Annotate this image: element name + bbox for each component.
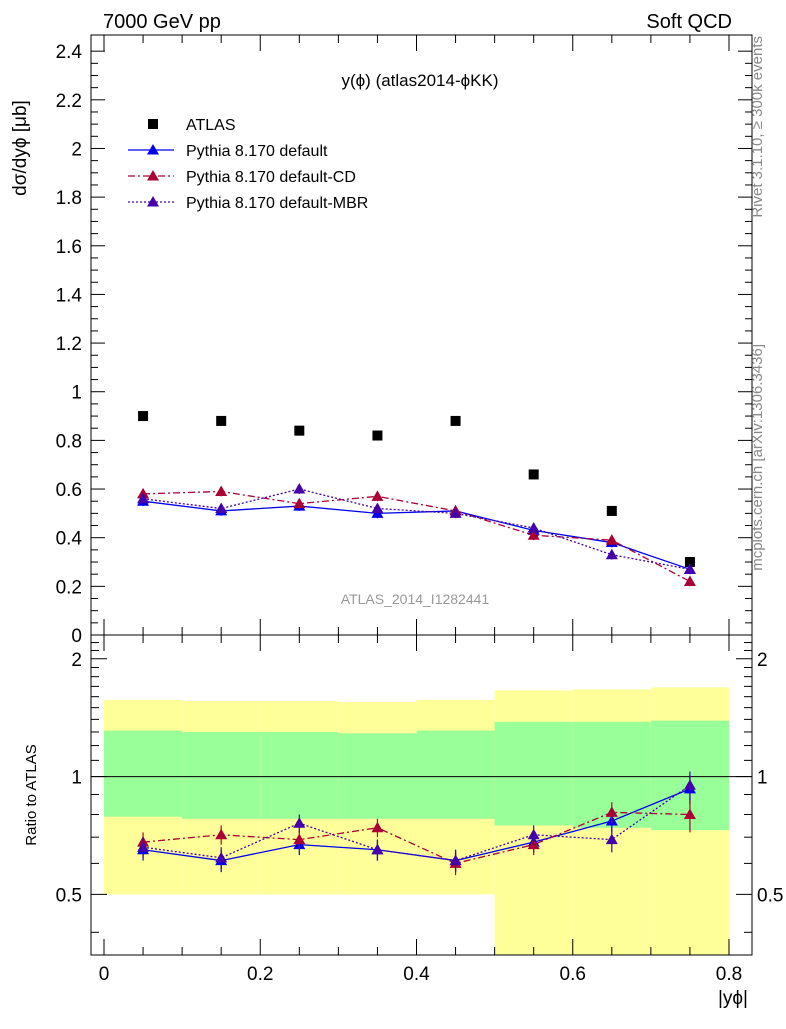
side-rivet-text: Rivet 3.1.10, ≥ 300k events	[749, 36, 766, 218]
y-tick-label: 1.8	[56, 188, 82, 209]
inner-band	[338, 733, 417, 819]
legend-marker	[147, 170, 159, 181]
inner-band	[182, 731, 261, 819]
legend-label: Pythia 8.170 default	[186, 143, 328, 160]
main-pythia-8-170-default-mbr-point	[137, 492, 150, 504]
y-tick-label: 1.2	[56, 334, 82, 355]
main-title: y(ϕ) (atlas2014-ϕKK)	[342, 71, 499, 90]
atlas-point	[528, 469, 539, 480]
ratio-pythia-8-170-default-line	[142, 788, 691, 862]
atlas-point	[294, 425, 305, 436]
ratio-axis-ticks: 0.5 0.5 1 1 2 2 0 0.2 0.4 0.6 0.8	[56, 635, 783, 985]
main-pythia-8-170-default-mbr-point	[293, 483, 306, 494]
legend-label: ATLAS	[186, 117, 236, 134]
legend-marker	[147, 196, 159, 207]
inner-band	[494, 721, 573, 826]
ratio-pythia-8-170-default-mbr-point	[215, 851, 228, 863]
atlas-point	[372, 430, 383, 441]
y-tick-label: 1.4	[56, 285, 83, 306]
ratio-pythia-8-170-default-mbr-point	[137, 841, 150, 852]
x-tick-label: 0	[99, 964, 110, 985]
ratio-pythia-8-170-default-cd-line	[143, 811, 690, 865]
side-mcplots-text: mcplots.cern.ch [arXiv:1306.3436]	[749, 344, 766, 571]
ratio-pythia-8-170-default-mbr-point	[605, 833, 618, 845]
legend-marker	[147, 144, 159, 155]
atlas-point	[606, 505, 617, 516]
main-ylabel: dσ/dyϕ [μb]	[10, 100, 31, 196]
y-tick-label: 0.8	[56, 431, 82, 452]
y-tick-label: 1.6	[56, 237, 82, 258]
ratio-pythia-8-170-default-cd-point	[215, 828, 228, 840]
x-axis-label: |yϕ|	[718, 988, 748, 1009]
ratio-plot-frame	[90, 634, 753, 956]
main-pythia-8-170-default-mbr-point	[215, 502, 228, 514]
ratio-pythia-8-170-default-mbr-line	[142, 784, 691, 862]
main-pythia-8-170-default-mbr-point	[605, 548, 618, 560]
x-tick-label: 0.2	[247, 964, 273, 985]
atlas-point	[216, 415, 227, 426]
ratio-bands	[91, 687, 752, 955]
main-pythia-8-170-default-cd-point	[527, 529, 540, 540]
ratio-y-tick-label-right: 0.5	[757, 885, 783, 906]
main-pythia-8-170-default-mbr-line	[142, 488, 691, 570]
ratio-pythia-8-170-default-mbr-point	[527, 828, 540, 840]
ratio-pythia-8-170-default-mbr-point	[683, 779, 696, 790]
ratio-pythia-8-170-default-mbr-point	[371, 843, 384, 855]
atlas-point	[138, 411, 149, 422]
ratio-pythia-8-170-default-cd-point	[293, 833, 306, 845]
x-tick-label: 0.8	[716, 964, 742, 985]
y-tick-label: 1	[71, 383, 82, 404]
legend-label: Pythia 8.170 default-CD	[186, 169, 356, 186]
main-watermark: ATLAS_2014_I1282441	[341, 591, 490, 607]
ratio-plot: 0.5 0.5 1 1 2 2 0 0.2 0.4 0.6 0.8 Ratio to ATLAS |…	[23, 634, 783, 1009]
atlas-point	[450, 415, 461, 426]
ratio-pythia-8-170-default-cd-point	[605, 806, 618, 817]
atlas-point	[684, 557, 695, 568]
main-pythia-8-170-default-line	[142, 500, 691, 570]
header-left: 7000 GeV pp	[103, 11, 221, 33]
main-pythia-8-170-default-cd-point	[215, 485, 228, 496]
ratio-ylabel: Ratio to ATLAS	[23, 744, 40, 845]
main-pythia-8-170-default-cd-point	[293, 497, 306, 509]
main-pythia-8-170-default-cd-point	[371, 490, 384, 501]
legend: ATLAS Pythia 8.170 default Pythia 8.170 de…	[128, 117, 368, 212]
main-pythia-8-170-default-cd-point	[605, 534, 618, 545]
main-pythia-8-170-default-cd-line	[143, 490, 691, 583]
x-tick-label: 0.4	[403, 964, 430, 985]
main-marks	[137, 411, 696, 587]
main-pythia-8-170-default-mbr-point	[449, 507, 462, 518]
main-axis-ticks: 0 0.2 0.4 0.6 0.8 1 1.2 1.4 1.6 1.8 2 2.2 2.4	[56, 35, 752, 647]
y-tick-label: 0	[71, 626, 82, 647]
ratio-pythia-8-170-default-cd-point	[371, 821, 384, 833]
inner-band	[104, 730, 183, 817]
y-tick-label: 2.2	[56, 91, 82, 112]
ratio-y-tick-label-right: 1	[757, 768, 768, 789]
y-tick-label: 2.4	[56, 42, 83, 63]
legend-marker	[148, 119, 158, 129]
ratio-y-tick-label: 0.5	[56, 885, 82, 906]
legend-label: Pythia 8.170 default-MBR	[186, 195, 368, 212]
ratio-pythia-8-170-default-mbr-point	[449, 854, 462, 866]
x-tick-label: 0.6	[560, 964, 586, 985]
ratio-pythia-8-170-default-cd-point	[683, 808, 696, 819]
ratio-y-tick-label: 1	[71, 768, 82, 789]
ratio-marks	[137, 771, 696, 876]
header-right: Soft QCD	[646, 11, 732, 33]
main-pythia-8-170-default-mbr-point	[527, 521, 540, 533]
inner-band	[260, 731, 339, 819]
y-tick-label: 2	[71, 139, 82, 160]
main-pythia-8-170-default-cd-point	[683, 575, 696, 586]
ratio-y-tick-label-right: 2	[757, 650, 768, 671]
main-pythia-8-170-default-mbr-point	[371, 502, 384, 514]
y-tick-label: 0.4	[56, 529, 83, 550]
ratio-y-tick-label: 2	[71, 650, 82, 671]
y-tick-label: 0.6	[56, 480, 82, 501]
main-plot: 0 0.2 0.4 0.6 0.8 1 1.2 1.4 1.6 1.8 2 2.2 2.4 y(ϕ) (…	[10, 34, 753, 647]
inner-band	[416, 730, 495, 819]
main-pythia-8-170-default-mbr-point	[683, 563, 696, 574]
ratio-pythia-8-170-default-mbr-point	[293, 817, 306, 828]
y-tick-label: 0.2	[56, 577, 82, 598]
